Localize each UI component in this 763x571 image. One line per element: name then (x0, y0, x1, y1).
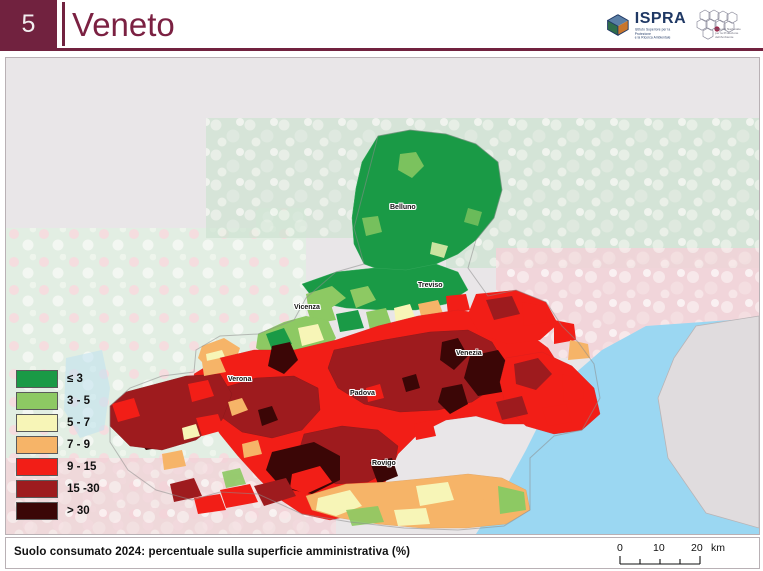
lake-garda (64, 350, 110, 438)
legend-item[interactable]: 9 - 15 (16, 456, 116, 477)
scale-bar-ticks-icon (619, 556, 701, 565)
legend-label: > 30 (67, 504, 90, 517)
legend-label: 9 - 15 (67, 460, 97, 473)
legend-swatch (16, 457, 58, 476)
scale-label-0: 0 (617, 542, 623, 554)
snpa-subtitle-line2: per la Protezione (715, 31, 739, 35)
snpa-subtitle-line1: Sistema Nazionale (715, 27, 741, 31)
snpa-hexagon-network-icon (696, 9, 738, 40)
landmass-east (657, 315, 759, 529)
legend-label: 5 - 7 (67, 416, 91, 429)
ispra-subtitle-line2: e la Ricerca Ambientale (634, 35, 671, 40)
logo-block: ISPRA Istituto Superiore per la Protezio… (605, 6, 757, 44)
snpa-subtitle-line3: dell'Ambiente (715, 35, 734, 39)
legend-item[interactable]: ≤ 3 (16, 368, 116, 389)
header-underline (0, 48, 763, 51)
page-title: Veneto (72, 6, 175, 43)
ispra-text: ISPRA Istituto Superiore per la Protezio… (634, 10, 687, 40)
slide-number-box: 5 (0, 0, 57, 48)
legend-label: 3 - 5 (67, 394, 91, 407)
choropleth-map[interactable] (6, 58, 759, 534)
legend-label: 7 - 9 (67, 438, 91, 451)
legend-swatch (16, 391, 58, 410)
venezia-coast[interactable] (468, 290, 601, 435)
title-divider (62, 2, 65, 46)
legend-item[interactable]: 5 - 7 (16, 412, 116, 433)
snpa-logo: Sistema Nazionale per la Protezione dell… (695, 7, 757, 43)
ispra-logo: ISPRA Istituto Superiore per la Protezio… (605, 10, 687, 40)
legend-swatch (16, 413, 58, 432)
map-legend: ≤ 3 3 - 5 5 - 7 7 - 9 9 - 15 15 -30 > 30 (16, 368, 116, 522)
legend-swatch (16, 435, 58, 454)
veneto-outline (109, 129, 601, 531)
legend-item[interactable]: > 30 (16, 500, 116, 521)
legend-item[interactable]: 7 - 9 (16, 434, 116, 455)
page-header: 5 Veneto ISPRA Istituto Superiore per la… (0, 0, 763, 48)
scale-label-10: 10 (653, 542, 665, 554)
legend-label: ≤ 3 (67, 372, 83, 385)
veneto-plain[interactable] (109, 309, 567, 521)
legend-item[interactable]: 15 -30 (16, 478, 116, 499)
snpa-text: Sistema Nazionale per la Protezione dell… (715, 27, 759, 39)
legend-item[interactable]: 3 - 5 (16, 390, 116, 411)
ispra-wordmark: ISPRA (634, 10, 687, 27)
scale-label-20: 20 (691, 542, 703, 554)
scale-bar: 0 10 20 km (617, 542, 729, 566)
scale-unit-label: km (711, 542, 725, 554)
legend-swatch (16, 501, 58, 520)
ispra-mark-icon (607, 14, 629, 37)
legend-swatch (16, 369, 58, 388)
map-footer: Suolo consumato 2024: percentuale sulla … (5, 537, 760, 569)
map-caption: Suolo consumato 2024: percentuale sulla … (14, 546, 411, 558)
map-panel[interactable]: Belluno Vicenza Treviso Venezia Verona P… (5, 57, 760, 535)
legend-swatch (16, 479, 58, 498)
legend-label: 15 -30 (67, 482, 100, 495)
province-belluno[interactable] (351, 129, 503, 273)
slide-number: 5 (21, 9, 36, 38)
ispra-subtitle-line1: Istituto Superiore per la Protezione (634, 27, 671, 37)
